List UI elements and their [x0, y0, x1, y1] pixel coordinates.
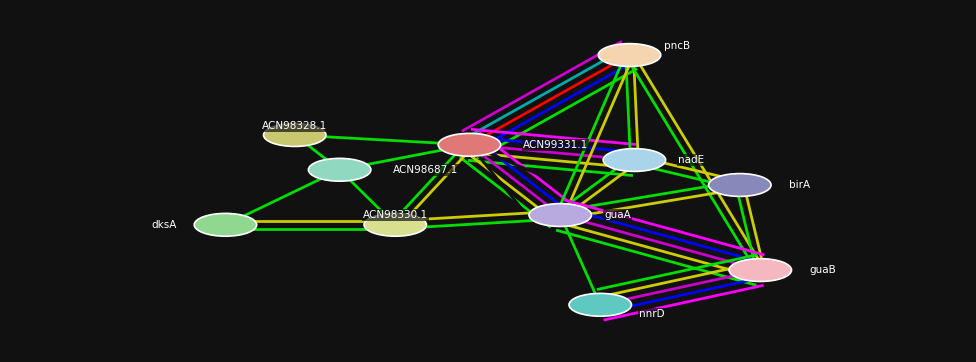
Text: pncB: pncB	[664, 41, 690, 51]
Text: ACN98328.1: ACN98328.1	[263, 121, 327, 131]
Text: nnrD: nnrD	[639, 309, 665, 319]
Ellipse shape	[709, 173, 771, 197]
Ellipse shape	[569, 293, 631, 316]
Ellipse shape	[194, 213, 257, 236]
Ellipse shape	[598, 43, 661, 67]
Ellipse shape	[603, 148, 666, 172]
Text: ACN98330.1: ACN98330.1	[363, 210, 427, 220]
Text: ACN98687.1: ACN98687.1	[393, 165, 459, 175]
Text: guaB: guaB	[809, 265, 835, 275]
Ellipse shape	[264, 123, 326, 147]
Text: guaA: guaA	[604, 210, 630, 220]
Text: dksA: dksA	[151, 220, 177, 230]
Ellipse shape	[308, 158, 371, 181]
Text: nadE: nadE	[678, 155, 705, 165]
Ellipse shape	[364, 213, 427, 236]
Text: birA: birA	[789, 180, 810, 190]
Ellipse shape	[438, 133, 501, 156]
Ellipse shape	[729, 258, 792, 282]
Text: ACN99331.1: ACN99331.1	[523, 140, 589, 150]
Ellipse shape	[529, 203, 591, 227]
